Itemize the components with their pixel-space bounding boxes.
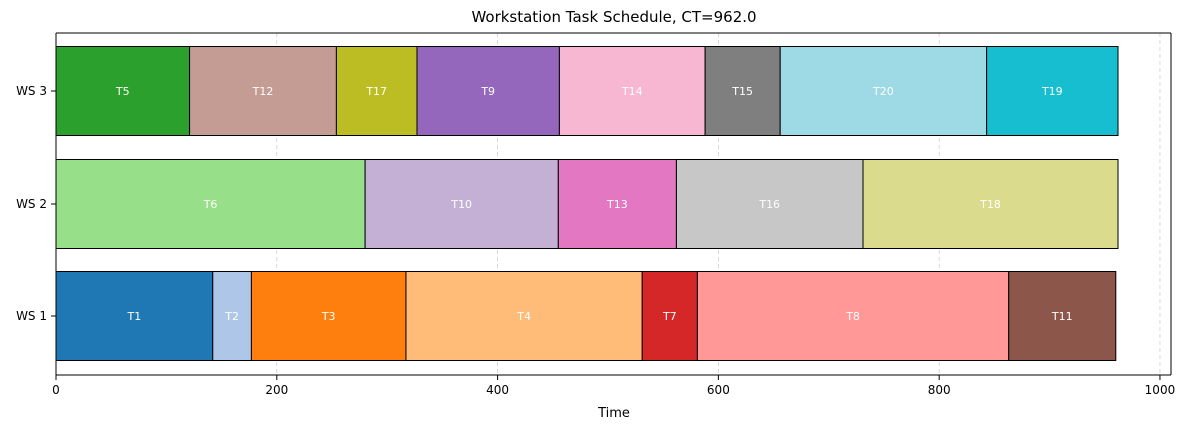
task-label-t15: T15 xyxy=(731,85,753,98)
x-tick-label-0: 0 xyxy=(52,383,60,397)
task-label-t2: T2 xyxy=(224,310,239,323)
task-bar-t9 xyxy=(416,46,560,136)
task-bar-t11 xyxy=(1008,271,1117,361)
task-label-t18: T18 xyxy=(979,198,1001,211)
task-label-t1: T1 xyxy=(127,310,142,323)
task-bars: T1 T2 T3 T4 T7 T8 T11 T6 T10 T13 T16 T18 T5 T12 T17 T9 T… xyxy=(55,46,1119,361)
task-bar-t4 xyxy=(405,271,643,361)
task-label-t7: T7 xyxy=(662,310,677,323)
task-label-t5: T5 xyxy=(115,85,130,98)
task-bar-t20 xyxy=(779,46,988,136)
task-label-t14: T14 xyxy=(621,85,643,98)
task-label-t11: T11 xyxy=(1051,310,1073,323)
task-bar-t13 xyxy=(557,159,677,249)
task-bar-t18 xyxy=(862,159,1119,249)
task-bar-t16 xyxy=(675,159,864,249)
task-label-t12: T12 xyxy=(252,85,274,98)
task-bar-t7 xyxy=(641,271,698,361)
x-tick-label-200: 200 xyxy=(265,383,288,397)
task-bar-t8 xyxy=(696,271,1010,361)
x-axis-label: Time xyxy=(597,406,630,421)
x-tick-label-800: 800 xyxy=(928,383,951,397)
chart-title: Workstation Task Schedule, CT=962.0 xyxy=(471,8,756,26)
task-label-t13: T13 xyxy=(606,198,628,211)
task-label-t4: T4 xyxy=(516,310,531,323)
task-bar-t3 xyxy=(250,271,407,361)
y-tick-label-ws-1: WS 1 xyxy=(16,309,47,323)
task-label-t16: T16 xyxy=(758,198,780,211)
task-label-t17: T17 xyxy=(365,85,387,98)
task-label-t6: T6 xyxy=(203,198,218,211)
task-label-t3: T3 xyxy=(321,310,336,323)
y-tick-label-ws-2: WS 2 xyxy=(16,197,47,211)
task-label-t19: T19 xyxy=(1041,85,1063,98)
task-bar-t5 xyxy=(55,46,191,136)
y-tick-label-ws-3: WS 3 xyxy=(16,84,47,98)
task-bar-t19 xyxy=(986,46,1119,136)
task-label-t10: T10 xyxy=(450,198,472,211)
task-label-t9: T9 xyxy=(480,85,495,98)
x-tick-label-600: 600 xyxy=(707,383,730,397)
task-bar-t1 xyxy=(55,271,214,361)
axes: 0 200 400 600 800 1000 WS 1 WS 2 WS 3 xyxy=(16,32,1176,397)
task-bar-t12 xyxy=(189,46,337,136)
x-tick-label-1000: 1000 xyxy=(1145,383,1176,397)
task-bar-t10 xyxy=(364,159,559,249)
task-bar-t15 xyxy=(704,46,781,136)
task-label-t20: T20 xyxy=(872,85,894,98)
task-label-t8: T8 xyxy=(845,310,860,323)
x-tick-label-400: 400 xyxy=(486,383,509,397)
task-bar-t2 xyxy=(212,271,252,361)
